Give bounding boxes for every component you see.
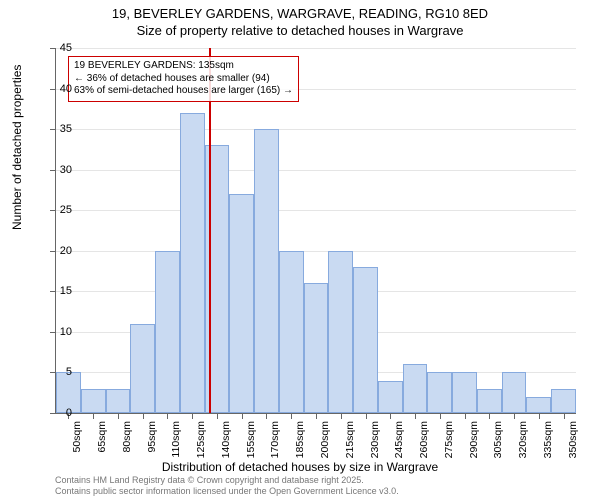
x-tick-label: 185sqm	[294, 421, 306, 471]
x-tick-label: 320sqm	[517, 421, 529, 471]
gridline	[56, 170, 576, 171]
histogram-bar	[279, 251, 304, 413]
histogram-bar	[551, 389, 576, 413]
y-tick-label: 5	[42, 366, 72, 378]
x-tick-label: 95sqm	[146, 421, 158, 471]
x-tick	[316, 413, 317, 419]
x-tick-label: 275sqm	[443, 421, 455, 471]
y-tick-label: 25	[42, 204, 72, 216]
x-tick-label: 65sqm	[96, 421, 108, 471]
footer-line2: Contains public sector information licen…	[55, 486, 399, 497]
x-tick	[242, 413, 243, 419]
x-tick	[539, 413, 540, 419]
y-tick-label: 10	[42, 326, 72, 338]
y-axis-title: Number of detached properties	[10, 65, 24, 230]
histogram-bar	[328, 251, 353, 413]
x-tick	[415, 413, 416, 419]
histogram-bar	[477, 389, 502, 413]
annotation-line: 63% of semi-detached houses are larger (…	[74, 85, 293, 98]
annotation-box: 19 BEVERLEY GARDENS: 135sqm← 36% of deta…	[68, 56, 299, 102]
property-size-chart: 19, BEVERLEY GARDENS, WARGRAVE, READING,…	[0, 0, 600, 500]
x-tick	[217, 413, 218, 419]
x-tick	[514, 413, 515, 419]
x-tick-label: 305sqm	[492, 421, 504, 471]
x-tick-label: 350sqm	[567, 421, 579, 471]
x-tick	[266, 413, 267, 419]
gridline	[56, 210, 576, 211]
histogram-bar	[378, 381, 403, 413]
x-tick-label: 290sqm	[468, 421, 480, 471]
x-tick	[167, 413, 168, 419]
x-tick	[192, 413, 193, 419]
y-tick-label: 20	[42, 245, 72, 257]
chart-footer: Contains HM Land Registry data © Crown c…	[55, 475, 399, 497]
x-tick-label: 170sqm	[269, 421, 281, 471]
title-line2: Size of property relative to detached ho…	[0, 23, 600, 40]
histogram-bar	[254, 129, 279, 413]
x-tick	[564, 413, 565, 419]
x-tick	[291, 413, 292, 419]
y-tick-label: 15	[42, 285, 72, 297]
annotation-line: ← 36% of detached houses are smaller (94…	[74, 73, 293, 86]
y-tick-label: 45	[42, 42, 72, 54]
x-tick	[390, 413, 391, 419]
histogram-bar	[81, 389, 106, 413]
y-tick-label: 40	[42, 83, 72, 95]
x-tick-label: 140sqm	[220, 421, 232, 471]
histogram-bar	[353, 267, 378, 413]
x-tick-label: 200sqm	[319, 421, 331, 471]
x-tick	[489, 413, 490, 419]
y-tick-label: 30	[42, 164, 72, 176]
chart-title: 19, BEVERLEY GARDENS, WARGRAVE, READING,…	[0, 0, 600, 40]
x-tick-label: 125sqm	[195, 421, 207, 471]
histogram-bar	[304, 283, 329, 413]
x-tick-label: 155sqm	[245, 421, 257, 471]
x-tick-label: 215sqm	[344, 421, 356, 471]
x-tick-label: 230sqm	[369, 421, 381, 471]
histogram-bar	[452, 372, 477, 413]
footer-line1: Contains HM Land Registry data © Crown c…	[55, 475, 399, 486]
x-tick	[440, 413, 441, 419]
gridline	[56, 251, 576, 252]
histogram-bar	[106, 389, 131, 413]
histogram-bar	[155, 251, 180, 413]
annotation-line: 19 BEVERLEY GARDENS: 135sqm	[74, 60, 293, 73]
x-tick	[143, 413, 144, 419]
x-tick	[465, 413, 466, 419]
y-tick-label: 35	[42, 123, 72, 135]
histogram-bar	[502, 372, 527, 413]
x-tick-label: 260sqm	[418, 421, 430, 471]
x-tick	[93, 413, 94, 419]
histogram-bar	[526, 397, 551, 413]
x-tick-label: 335sqm	[542, 421, 554, 471]
y-tick-label: 0	[42, 407, 72, 419]
title-line1: 19, BEVERLEY GARDENS, WARGRAVE, READING,…	[0, 6, 600, 23]
x-tick-label: 110sqm	[170, 421, 182, 471]
x-tick	[366, 413, 367, 419]
histogram-bar	[427, 372, 452, 413]
x-tick-label: 245sqm	[393, 421, 405, 471]
reference-line	[209, 48, 211, 413]
histogram-bar	[403, 364, 428, 413]
gridline	[56, 48, 576, 49]
histogram-bar	[229, 194, 254, 413]
x-tick-label: 80sqm	[121, 421, 133, 471]
x-tick-label: 50sqm	[71, 421, 83, 471]
plot-area: 19 BEVERLEY GARDENS: 135sqm← 36% of deta…	[55, 48, 576, 414]
gridline	[56, 129, 576, 130]
x-tick	[341, 413, 342, 419]
histogram-bar	[180, 113, 205, 413]
x-tick	[118, 413, 119, 419]
histogram-bar	[130, 324, 155, 413]
